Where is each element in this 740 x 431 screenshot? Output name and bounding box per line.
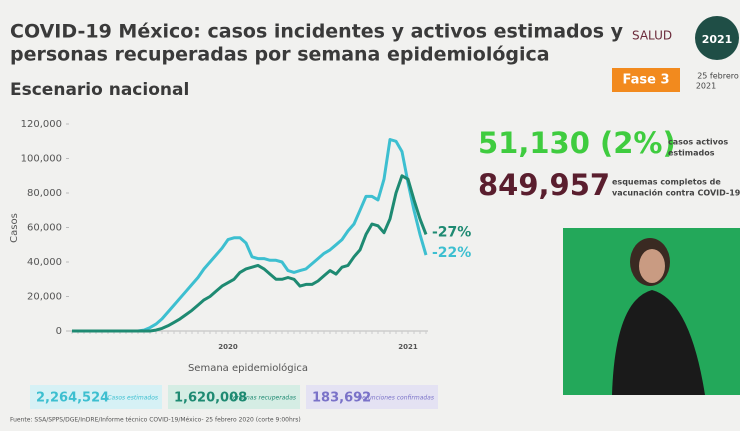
stat-label: casos activos xyxy=(668,138,728,147)
summary-value: 183,692 xyxy=(312,391,371,406)
subtitle: Escenario nacional xyxy=(10,80,189,100)
y-tick-label: 120,000 xyxy=(21,119,62,130)
y-tick-label: 60,000 xyxy=(27,223,62,234)
date: 2021 xyxy=(696,82,716,91)
summary-value: 2,264,524 xyxy=(36,391,109,406)
stat-label: esquemas completos de xyxy=(612,178,721,187)
summary-box xyxy=(306,385,438,409)
badge-circle xyxy=(695,16,739,60)
y-tick-label: 20,000 xyxy=(27,292,62,303)
x-axis-label: Semana epidemiológica xyxy=(188,362,308,374)
summary-box xyxy=(168,385,300,409)
summary-label: Casos estimados xyxy=(107,395,158,402)
stat-label: estimados xyxy=(668,149,715,158)
logo: SALUD xyxy=(632,29,672,43)
series-line xyxy=(72,138,428,333)
title-line: COVID-19 México: casos incidentes y acti… xyxy=(10,21,624,43)
y-tick-label: 80,000 xyxy=(27,188,62,199)
phase: Fase 3 xyxy=(622,73,669,88)
interpreter-body xyxy=(612,290,705,395)
x-tick-label: 2021 xyxy=(398,343,418,351)
series-annotation: -22% xyxy=(432,245,471,261)
interpreter-face xyxy=(639,249,665,283)
vaccination: 849,957 xyxy=(478,168,610,202)
y-tick-label: 0 xyxy=(56,326,62,337)
y-tick-label: 40,000 xyxy=(27,257,62,268)
x-tick-label: 2020 xyxy=(218,343,238,351)
active-cases: 51,130 (2%) xyxy=(478,126,676,160)
series-line xyxy=(72,174,428,333)
summary-box xyxy=(30,385,162,409)
y-tick-label: 100,000 xyxy=(21,154,62,165)
y-axis-label: Casos xyxy=(9,213,20,243)
badge: 2021 xyxy=(702,33,733,46)
series-annotation: -27% xyxy=(432,224,471,240)
summary-label: Personas recuperadas xyxy=(229,395,296,402)
footer: Fuente: SSA/SPPS/DGE/InDRE/Informe técni… xyxy=(10,417,301,424)
title-line: personas recuperadas por semana epidemio… xyxy=(10,44,550,66)
summary-label: Defunciones confirmadas xyxy=(358,395,434,402)
phase-box xyxy=(612,68,680,92)
summary-value: 1,620,008 xyxy=(174,391,247,406)
date: 25 febrero xyxy=(697,72,739,81)
stat-label: vacunación contra COVID-19 xyxy=(612,188,740,198)
